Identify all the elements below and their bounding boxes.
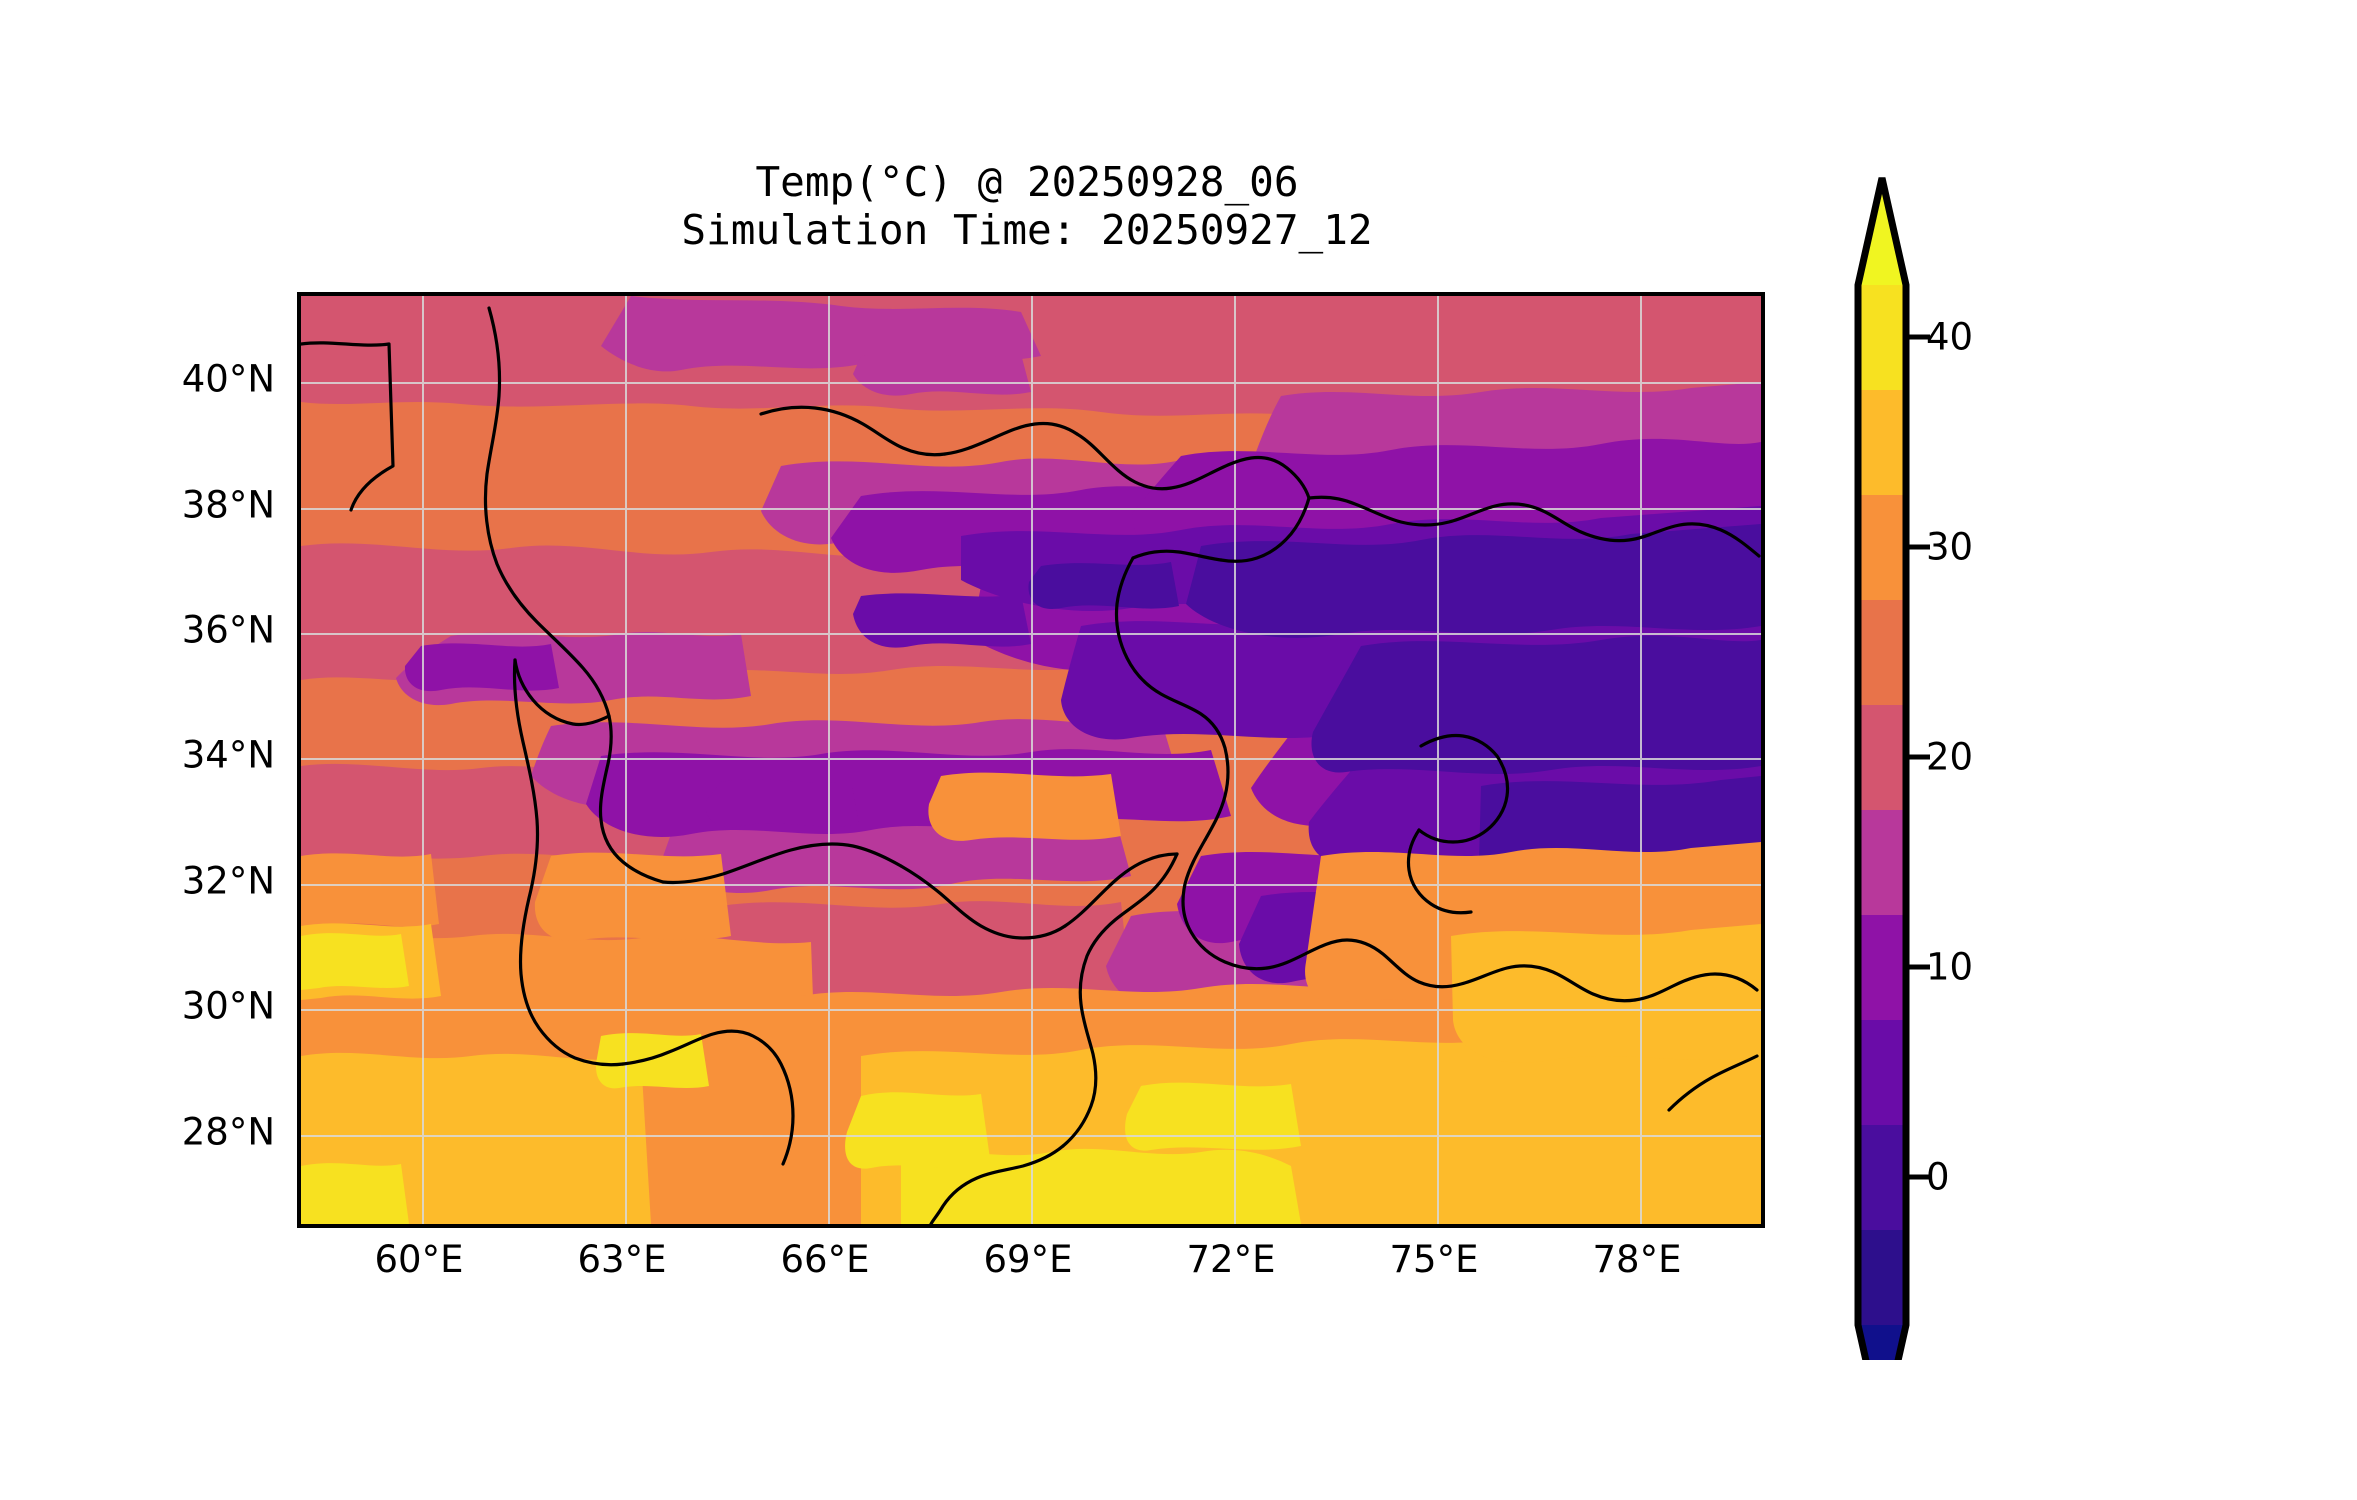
xtick-69E: 69°E (983, 1238, 1073, 1281)
colorbar: 40 30 20 10 0 (1840, 160, 2270, 1360)
colorbar-outline (1854, 177, 1910, 1360)
figure-title: Temp(°C) @ 20250928_06 Simulation Time: … (297, 158, 1757, 255)
ytick-30N: 30°N (181, 984, 275, 1028)
map-axes (297, 292, 1765, 1228)
xtick-63E: 63°E (577, 1238, 667, 1281)
xtick-78E: 78°E (1592, 1238, 1682, 1281)
xtick-60E: 60°E (374, 1238, 464, 1281)
xtick-66E: 66°E (780, 1238, 870, 1281)
temperature-field (301, 296, 1761, 1224)
title-line-2: Simulation Time: 20250927_12 (681, 206, 1373, 255)
xtick-72E: 72°E (1186, 1238, 1276, 1281)
cbtick-0: 0 (1926, 1155, 1950, 1199)
country-borders (301, 306, 1761, 1224)
cbtick-10: 10 (1926, 945, 1974, 989)
xtick-75E: 75°E (1389, 1238, 1479, 1281)
latitude-tick-labels: 40°N 38°N 36°N 34°N 32°N 30°N 28°N (105, 292, 275, 1220)
ytick-32N: 32°N (181, 859, 275, 903)
cbtick-20: 20 (1926, 735, 1974, 779)
cbtick-30: 30 (1926, 525, 1974, 569)
ytick-40N: 40°N (181, 357, 275, 401)
cbtick-40: 40 (1926, 315, 1974, 359)
ytick-28N: 28°N (181, 1110, 275, 1154)
gridlines (301, 296, 1761, 1224)
ytick-36N: 36°N (181, 608, 275, 652)
ytick-34N: 34°N (181, 733, 275, 777)
title-line-1: Temp(°C) @ 20250928_06 (755, 158, 1299, 206)
ytick-38N: 38°N (181, 483, 275, 527)
colorbar-bands (1858, 178, 1906, 1360)
longitude-tick-labels: 60°E 63°E 66°E 69°E 72°E 75°E 78°E (297, 1238, 1757, 1298)
colorbar-ticks (1906, 334, 1930, 1180)
